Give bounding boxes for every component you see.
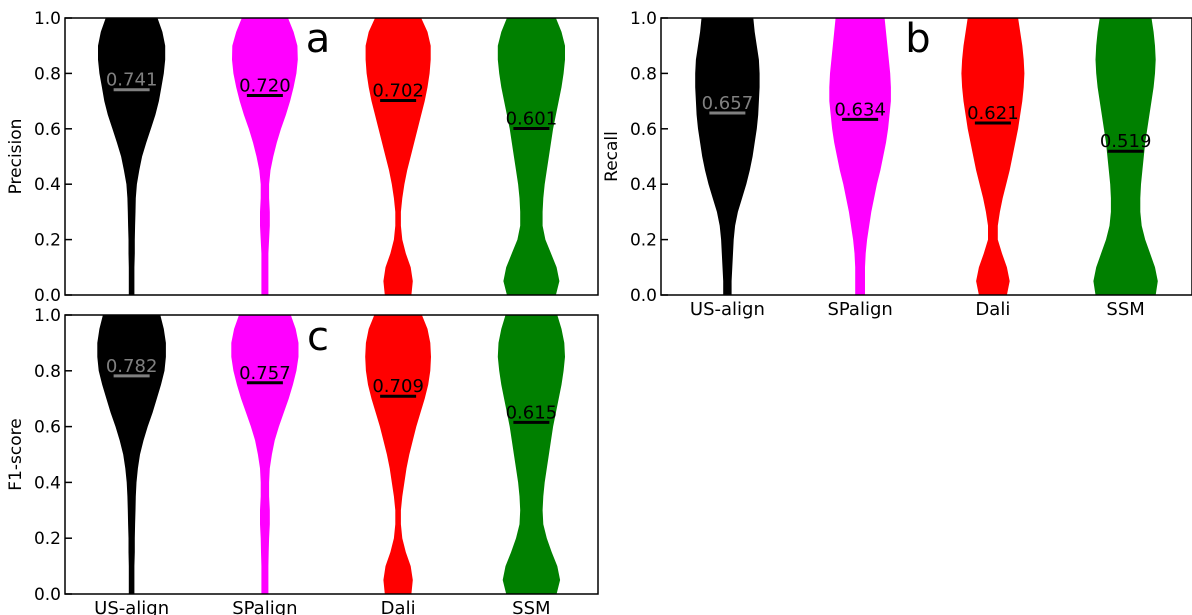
mean-label: 0.757	[239, 363, 291, 384]
violin-ssm	[1093, 18, 1158, 295]
y-tick-label: 0.8	[34, 362, 61, 382]
y-tick-label: 0.0	[34, 585, 61, 605]
y-tick-label: 0.4	[34, 175, 61, 195]
mean-label: 0.702	[372, 81, 424, 102]
mean-label: 0.782	[106, 356, 158, 377]
violin-spalign	[829, 18, 891, 295]
panel-letter: b	[905, 16, 930, 62]
violin-us-align	[98, 18, 166, 295]
y-tick-label: 0.8	[630, 64, 657, 84]
violin-spalign	[231, 315, 299, 594]
plot-frame	[64, 314, 599, 595]
mean-label: 0.657	[702, 93, 754, 114]
x-tick-label: US-align	[94, 598, 169, 615]
x-tick-label: Dali	[975, 299, 1010, 320]
y-tick-label: 1.0	[34, 9, 61, 29]
panel-c: 0.782 0.757 0.709 0.615 0.0 0.2 0.4 0.6 0.8 1.0 US…	[6, 306, 599, 615]
violin-dali	[365, 18, 431, 295]
y-tick-label: 0.2	[630, 231, 657, 251]
mean-label: 0.615	[506, 402, 558, 423]
mean-label: 0.601	[506, 109, 558, 130]
violin-ssm	[497, 315, 565, 594]
panel-letter: a	[306, 16, 331, 62]
y-axis-label: Recall	[602, 131, 622, 182]
mean-label: 0.741	[106, 70, 158, 91]
x-tick-label: SSM	[1106, 299, 1144, 320]
y-tick-label: 0.6	[630, 120, 657, 140]
panel-letter: c	[307, 314, 329, 360]
x-tick-label: Dali	[381, 598, 416, 615]
mean-label: 0.720	[239, 76, 291, 97]
violin-dali	[961, 18, 1025, 295]
panel-a: 0.741 0.720 0.702 0.601 0.0 0.2 0.4 0.6 0.8 1.0 Pr…	[6, 9, 599, 306]
y-axis-label: F1-score	[6, 418, 26, 490]
x-tick-label: SSM	[512, 598, 550, 615]
y-tick-label: 0.0	[34, 286, 61, 306]
x-tick-label: SPalign	[232, 598, 297, 615]
violin-us-align	[97, 315, 166, 594]
mean-label: 0.519	[1100, 131, 1152, 152]
mean-label: 0.634	[834, 99, 886, 120]
y-tick-label: 0.2	[34, 529, 61, 549]
y-tick-label: 1.0	[630, 9, 657, 29]
y-tick-label: 0.8	[34, 64, 61, 84]
y-tick-label: 1.0	[34, 306, 61, 326]
plot-frame	[64, 17, 599, 296]
violin-spalign	[232, 18, 298, 295]
panel-b: 0.657 0.634 0.621 0.519 0.0 0.2 0.4 0.6 0.8 1.0 US…	[602, 9, 1192, 320]
y-tick-label: 0.6	[34, 418, 61, 438]
x-tick-label: US-align	[690, 299, 765, 320]
mean-label: 0.709	[372, 376, 424, 397]
violin-ssm	[497, 18, 565, 295]
violin-us-align	[695, 18, 760, 295]
plot-frame	[660, 17, 1192, 296]
y-tick-label: 0.4	[630, 175, 657, 195]
mean-label: 0.621	[967, 103, 1019, 124]
y-axis-label: Precision	[6, 119, 26, 195]
y-tick-label: 0.0	[630, 286, 657, 306]
violin-dali	[365, 315, 431, 594]
y-tick-label: 0.4	[34, 473, 61, 493]
x-tick-label: SPalign	[827, 299, 892, 320]
y-tick-label: 0.6	[34, 120, 61, 140]
y-tick-label: 0.2	[34, 231, 61, 251]
